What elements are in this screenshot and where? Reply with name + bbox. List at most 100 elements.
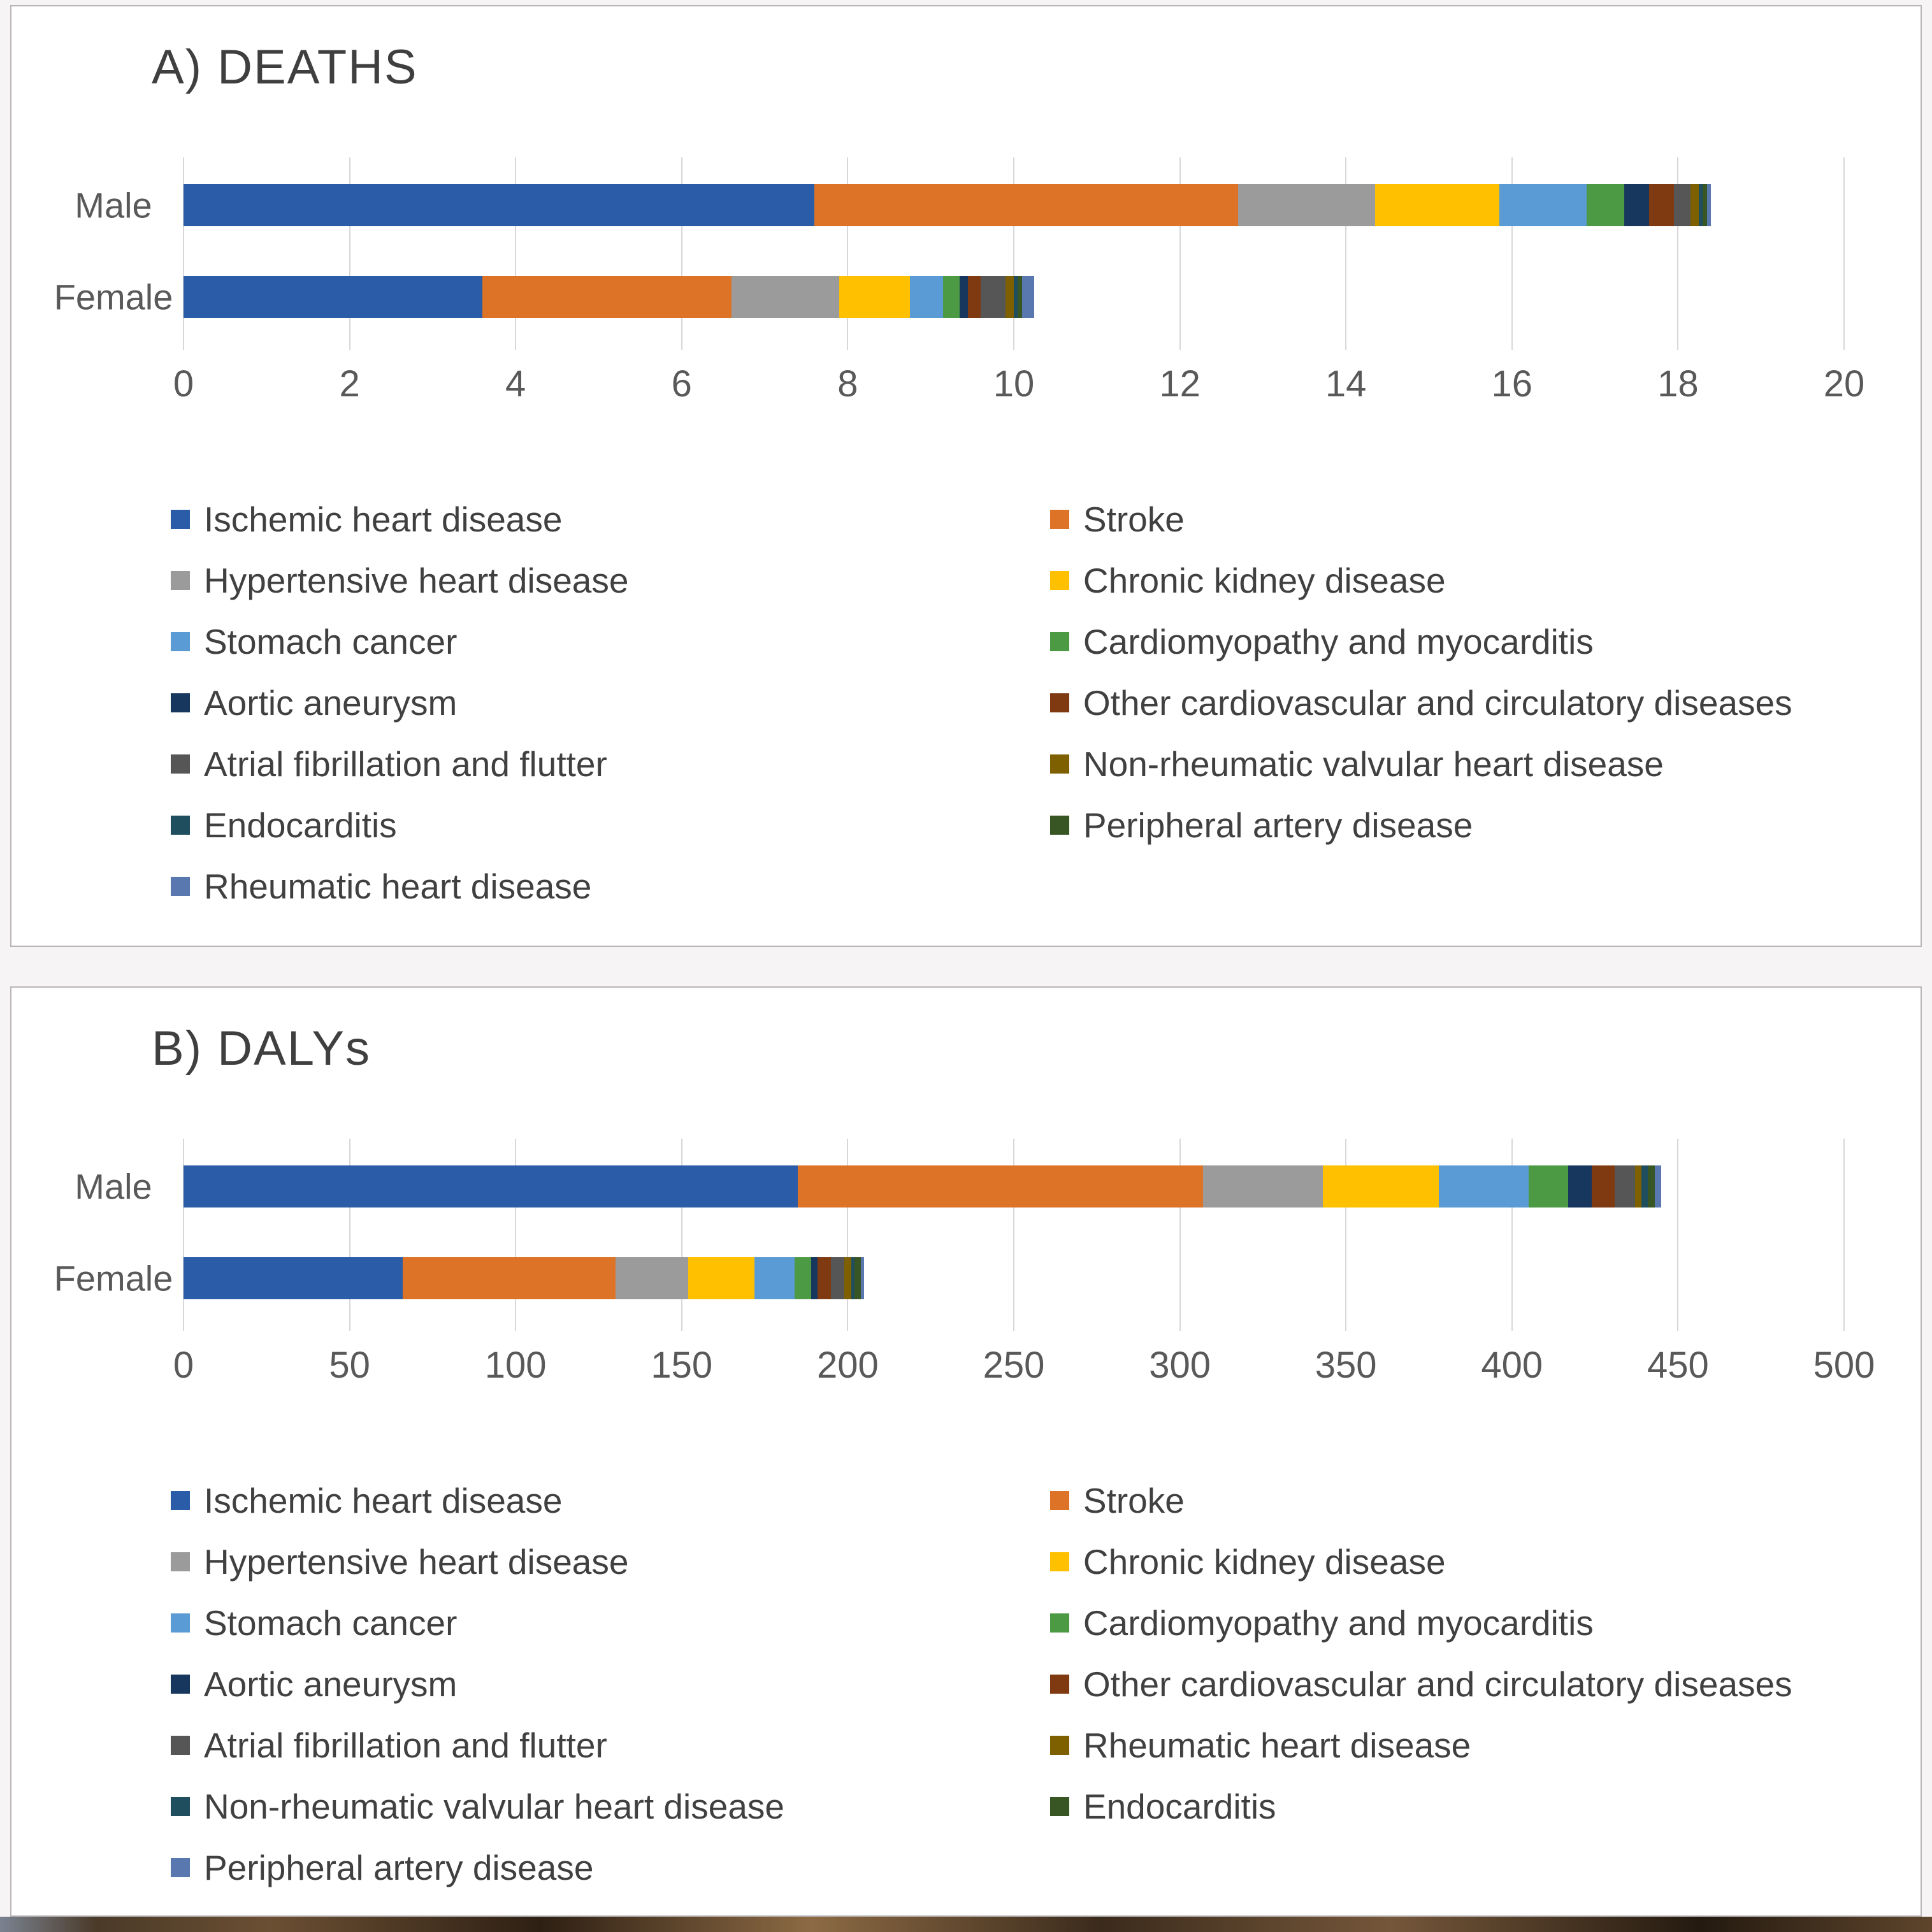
- bar-segment: [968, 276, 981, 318]
- bar-segment: [1021, 276, 1035, 318]
- bar-segment: [818, 1257, 832, 1299]
- legend-swatch-icon: [171, 1675, 190, 1694]
- legend-swatch-icon: [171, 693, 190, 712]
- legend-swatch-icon: [1049, 1613, 1069, 1633]
- bar-segment: [1013, 276, 1018, 318]
- bar-row-female: Female: [54, 1257, 1844, 1299]
- deaths-plot-area: Male Female: [54, 157, 1845, 350]
- legend-label: Other cardiovascular and circulatory dis…: [1083, 1664, 1792, 1704]
- legend-swatch-icon: [171, 1736, 190, 1755]
- legend-label: Atrial fibrillation and flutter: [204, 744, 607, 784]
- x-tick-label: 2: [339, 363, 360, 405]
- x-tick-label: 350: [1315, 1344, 1377, 1386]
- legend-label: Stroke: [1083, 500, 1185, 539]
- category-label: Female: [54, 277, 173, 317]
- legend-item: Hypertensive heart disease: [171, 560, 1025, 601]
- gridline: [1179, 157, 1181, 350]
- legend-label: Atrial fibrillation and flutter: [204, 1726, 607, 1765]
- gridline: [1511, 1139, 1513, 1331]
- legend-swatch-icon: [171, 510, 190, 529]
- deaths-x-axis: 0 2 4 6 8 10 12 14 16 18 20: [173, 350, 1864, 405]
- category-label: Female: [54, 1258, 173, 1299]
- legend-item: Ischemic heart disease: [171, 1480, 1025, 1521]
- bar-segment: [1648, 1165, 1655, 1208]
- x-tick-label: 450: [1647, 1344, 1709, 1386]
- legend-swatch-icon: [171, 754, 190, 774]
- bar-segment: [1237, 184, 1375, 226]
- legend-item: Aortic aneurysm: [171, 1664, 1025, 1705]
- legend-item: Rheumatic heart disease: [171, 866, 1025, 907]
- legend-label: Chronic kidney disease: [1083, 561, 1446, 600]
- gridline: [1511, 157, 1513, 350]
- legend-swatch-icon: [1049, 1675, 1069, 1694]
- x-tick-label: 12: [1159, 363, 1200, 405]
- gridline: [1677, 1139, 1679, 1331]
- legend-item: Cardiomyopathy and myocarditis: [1049, 1603, 1863, 1643]
- x-tick-label: 0: [173, 363, 194, 405]
- gridline: [1013, 157, 1014, 350]
- legend-item: Stroke: [1049, 499, 1863, 540]
- legend-item: Stomach cancer: [171, 621, 1025, 662]
- bar-row-male: Male: [75, 1165, 1844, 1208]
- bar-segment: [184, 184, 815, 226]
- legend-label: Ischemic heart disease: [204, 500, 563, 539]
- deaths-legend: Ischemic heart disease Stroke Hypertensive…: [171, 499, 1863, 907]
- x-tick-label: 50: [329, 1344, 370, 1386]
- legend-swatch-icon: [1049, 1797, 1069, 1816]
- bar-segment: [798, 1165, 1204, 1208]
- legend-label: Rheumatic heart disease: [204, 867, 592, 906]
- legend-label: Ischemic heart disease: [204, 1481, 563, 1520]
- bar-segment: [1648, 184, 1674, 226]
- bar-segment: [861, 1257, 865, 1299]
- legend-label: Stroke: [1083, 1481, 1185, 1520]
- gridline: [183, 1139, 184, 1331]
- bar-row-female: Female: [54, 276, 1844, 318]
- legend-label: Cardiomyopathy and myocarditis: [1083, 1603, 1594, 1643]
- bar-segment: [731, 276, 840, 318]
- x-tick-label: 0: [173, 1344, 194, 1386]
- legend-item: Stroke: [1049, 1480, 1863, 1521]
- x-tick-label: 18: [1657, 363, 1699, 405]
- bar-segment: [754, 1257, 795, 1299]
- bar-segment: [851, 1257, 854, 1299]
- legend-item: Peripheral artery disease: [1049, 805, 1863, 846]
- gridline: [681, 1139, 682, 1331]
- bar-segment: [814, 184, 1238, 226]
- gridline: [847, 1139, 849, 1331]
- dalys-plot-area: Male Female: [54, 1139, 1845, 1331]
- bar-segment: [1591, 1165, 1615, 1208]
- dalys-x-axis: 0 50 100 150 200 250 300 350 400 450 500: [173, 1331, 1875, 1386]
- bar-segment: [1587, 184, 1624, 226]
- bar-segment: [184, 1257, 403, 1299]
- legend-item: Other cardiovascular and circulatory dis…: [1049, 1664, 1863, 1705]
- bar-segment: [960, 276, 969, 318]
- gridline: [1345, 1139, 1347, 1331]
- legend-item: Stomach cancer: [171, 1603, 1025, 1643]
- legend-swatch-icon: [171, 1552, 190, 1571]
- category-label: Male: [75, 1166, 152, 1207]
- bar-segment: [1615, 1165, 1635, 1208]
- x-tick-label: 300: [1149, 1344, 1211, 1386]
- legend-swatch-icon: [171, 1858, 190, 1877]
- legend-label: Aortic aneurysm: [204, 1664, 458, 1704]
- dalys-chart: Male Female 0 50 100 150 200 250 300 350 400 450 50…: [43, 1139, 1889, 1888]
- x-tick-label: 4: [505, 363, 526, 405]
- x-tick-label: 150: [651, 1344, 713, 1386]
- legend-label: Chronic kidney disease: [1083, 1542, 1446, 1582]
- bar-segment: [1698, 184, 1703, 226]
- bar-segment: [980, 276, 1006, 318]
- stacked-bar: [184, 1165, 1844, 1208]
- legend-swatch-icon: [171, 1613, 190, 1633]
- bar-segment: [943, 276, 960, 318]
- legend-item: Endocarditis: [1049, 1786, 1863, 1827]
- x-tick-label: 20: [1823, 363, 1865, 405]
- x-tick-label: 6: [671, 363, 692, 405]
- bar-segment: [184, 276, 483, 318]
- legend-label: Stomach cancer: [204, 1603, 458, 1643]
- bar-segment: [615, 1257, 689, 1299]
- x-tick-label: 100: [484, 1344, 547, 1386]
- legend-swatch-icon: [1049, 1736, 1069, 1755]
- legend-label: Rheumatic heart disease: [1083, 1726, 1471, 1765]
- x-tick-label: 10: [993, 363, 1035, 405]
